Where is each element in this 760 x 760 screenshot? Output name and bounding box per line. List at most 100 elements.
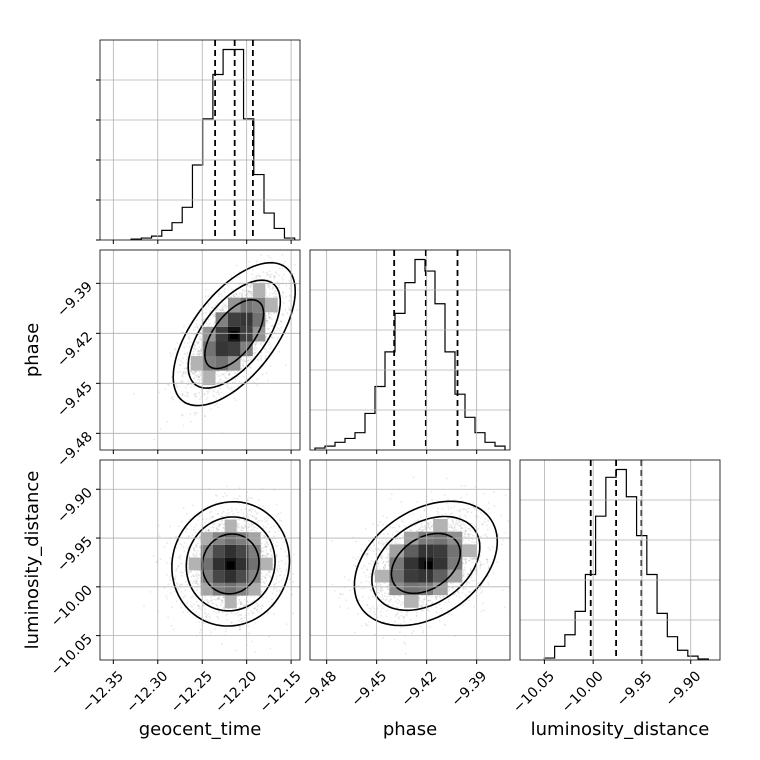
scatter-point bbox=[227, 373, 230, 376]
scatter-point bbox=[264, 546, 266, 548]
scatter-point bbox=[228, 511, 231, 514]
scatter-point bbox=[286, 568, 288, 571]
scatter-point bbox=[269, 548, 272, 551]
scatter-point bbox=[195, 554, 198, 556]
scatter-point bbox=[265, 545, 268, 548]
scatter-point bbox=[380, 590, 382, 593]
scatter-point bbox=[184, 580, 187, 583]
scatter-point bbox=[224, 514, 227, 517]
contour-1.5-sigma bbox=[172, 261, 297, 407]
scatter-point bbox=[247, 516, 250, 518]
scatter-point bbox=[266, 552, 269, 555]
scatter-point bbox=[412, 630, 415, 633]
scatter-point bbox=[271, 592, 274, 595]
scatter-point bbox=[466, 581, 468, 583]
panel-frame-1-0 bbox=[99, 249, 301, 451]
scatter-point bbox=[292, 612, 295, 615]
scatter-point bbox=[448, 508, 450, 511]
scatter-point bbox=[188, 571, 191, 573]
scatter-point bbox=[236, 529, 239, 531]
scatter-point bbox=[181, 583, 184, 585]
scatter-point bbox=[264, 575, 266, 578]
scatter-point bbox=[196, 411, 199, 414]
scatter-point bbox=[220, 515, 223, 518]
scatter-point bbox=[276, 544, 279, 547]
scatter-point bbox=[195, 544, 198, 547]
scatter-point bbox=[272, 337, 275, 340]
scatter-point bbox=[267, 313, 270, 316]
scatter-point bbox=[176, 587, 179, 590]
scatter-point bbox=[244, 614, 247, 617]
scatter-point bbox=[212, 313, 214, 316]
scatter-point bbox=[214, 598, 217, 601]
scatter-point bbox=[258, 275, 261, 278]
scatter-point bbox=[255, 530, 258, 533]
scatter-point bbox=[268, 312, 270, 315]
scatter-point bbox=[219, 524, 221, 526]
scatter-point bbox=[185, 353, 188, 356]
scatter-point bbox=[192, 529, 195, 531]
scatter-point bbox=[276, 590, 279, 592]
contour-1-sigma bbox=[185, 516, 276, 612]
scatter-point bbox=[268, 315, 270, 318]
scatter-point bbox=[254, 348, 256, 351]
scatter-point bbox=[264, 536, 266, 538]
scatter-point bbox=[197, 350, 200, 353]
scatter-point bbox=[261, 605, 264, 607]
scatter-point bbox=[248, 632, 251, 635]
scatter-point bbox=[192, 554, 194, 556]
scatter-point bbox=[265, 555, 268, 558]
scatter-point bbox=[180, 574, 183, 577]
scatter-point bbox=[235, 613, 237, 615]
scatter-point bbox=[235, 508, 238, 510]
scatter-point bbox=[265, 291, 267, 294]
scatter-point bbox=[221, 305, 223, 308]
scatter-point bbox=[198, 350, 201, 353]
scatter-point bbox=[266, 553, 269, 556]
scatter-point bbox=[182, 546, 185, 548]
scatter-point bbox=[235, 293, 238, 295]
scatter-point bbox=[221, 601, 224, 603]
scatter-point bbox=[224, 304, 226, 307]
scatter-point bbox=[159, 558, 162, 561]
scatter-point bbox=[226, 384, 229, 387]
scatter-point bbox=[255, 347, 258, 350]
scatter-point bbox=[280, 560, 283, 562]
scatter-point bbox=[264, 520, 267, 523]
scatter-point bbox=[181, 361, 184, 364]
scatter-point bbox=[282, 274, 285, 276]
scatter-point bbox=[195, 524, 198, 527]
scatter-point bbox=[277, 323, 280, 325]
scatter-point bbox=[278, 284, 281, 287]
scatter-point bbox=[191, 606, 194, 608]
scatter-point bbox=[280, 579, 283, 582]
scatter-point bbox=[170, 397, 173, 400]
scatter-point bbox=[254, 510, 257, 512]
scatter-point bbox=[271, 288, 274, 291]
scatter-point bbox=[216, 383, 219, 386]
scatter-point bbox=[212, 516, 215, 518]
scatter-point bbox=[250, 290, 253, 293]
scatter-point bbox=[179, 583, 182, 586]
scatter-point bbox=[230, 621, 233, 624]
scatter-point bbox=[259, 342, 262, 345]
scatter-point bbox=[260, 351, 263, 354]
scatter-point bbox=[238, 628, 241, 631]
scatter-point bbox=[293, 263, 296, 266]
scatter-point bbox=[212, 390, 215, 393]
scatter-point bbox=[194, 348, 197, 351]
scatter-point bbox=[268, 316, 271, 319]
scatter-point bbox=[195, 374, 197, 377]
scatter-point bbox=[269, 576, 272, 579]
scatter-point bbox=[270, 325, 273, 327]
scatter-point bbox=[422, 601, 425, 604]
scatter-point bbox=[175, 546, 178, 549]
scatter-point bbox=[204, 528, 207, 531]
scatter-point bbox=[164, 388, 167, 391]
scatter-point bbox=[205, 598, 208, 601]
scatter-point bbox=[197, 583, 199, 586]
scatter-point bbox=[273, 613, 275, 615]
scatter-point bbox=[450, 614, 453, 616]
scatter-point bbox=[296, 309, 299, 312]
scatter-point bbox=[277, 283, 280, 286]
